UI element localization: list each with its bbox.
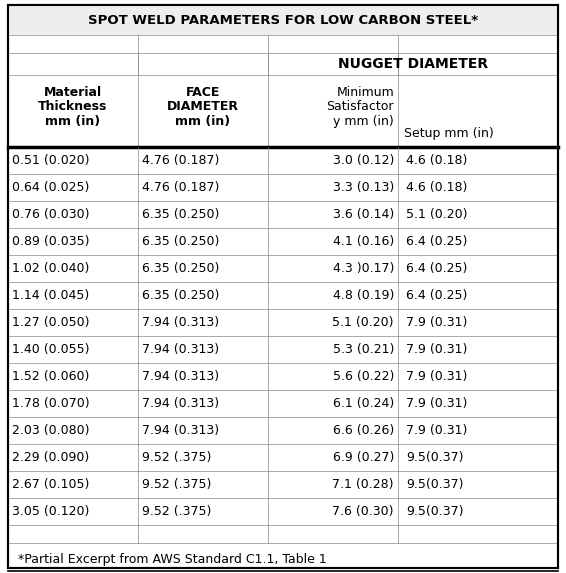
Text: 6.1 (0.24): 6.1 (0.24) — [333, 397, 394, 410]
Text: FACE
DIAMETER
mm (in): FACE DIAMETER mm (in) — [167, 85, 239, 128]
Text: 7.94 (0.313): 7.94 (0.313) — [142, 316, 219, 329]
Text: 1.14 (0.045): 1.14 (0.045) — [12, 289, 89, 302]
Text: 7.94 (0.313): 7.94 (0.313) — [142, 370, 219, 383]
Text: 1.52 (0.060): 1.52 (0.060) — [12, 370, 89, 383]
Text: 4.6 (0.18): 4.6 (0.18) — [406, 181, 468, 194]
Text: 6.9 (0.27): 6.9 (0.27) — [333, 451, 394, 464]
Text: 7.6 (0.30): 7.6 (0.30) — [332, 505, 394, 518]
Text: 6.35 (0.250): 6.35 (0.250) — [142, 208, 220, 221]
Text: 6.4 (0.25): 6.4 (0.25) — [406, 235, 468, 248]
Text: 3.6 (0.14): 3.6 (0.14) — [333, 208, 394, 221]
Text: 1.27 (0.050): 1.27 (0.050) — [12, 316, 89, 329]
Text: Setup mm (in): Setup mm (in) — [404, 127, 494, 139]
Text: 7.94 (0.313): 7.94 (0.313) — [142, 397, 219, 410]
Text: 1.78 (0.070): 1.78 (0.070) — [12, 397, 89, 410]
Text: 6.4 (0.25): 6.4 (0.25) — [406, 262, 468, 275]
Text: 6.6 (0.26): 6.6 (0.26) — [333, 424, 394, 437]
Text: 7.9 (0.31): 7.9 (0.31) — [406, 316, 468, 329]
Text: 9.5(0.37): 9.5(0.37) — [406, 478, 464, 491]
Text: 2.67 (0.105): 2.67 (0.105) — [12, 478, 89, 491]
Text: 6.35 (0.250): 6.35 (0.250) — [142, 235, 220, 248]
Text: 9.5(0.37): 9.5(0.37) — [406, 505, 464, 518]
Text: 4.6 (0.18): 4.6 (0.18) — [406, 154, 468, 167]
Text: 7.9 (0.31): 7.9 (0.31) — [406, 370, 468, 383]
Text: *Partial Excerpt from AWS Standard C1.1, Table 1: *Partial Excerpt from AWS Standard C1.1,… — [18, 552, 327, 566]
Text: 3.3 (0.13): 3.3 (0.13) — [333, 181, 394, 194]
Text: 5.1 (0.20): 5.1 (0.20) — [332, 316, 394, 329]
Text: 7.94 (0.313): 7.94 (0.313) — [142, 424, 219, 437]
Text: 9.52 (.375): 9.52 (.375) — [142, 478, 211, 491]
Text: 7.9 (0.31): 7.9 (0.31) — [406, 343, 468, 356]
Text: 3.0 (0.12): 3.0 (0.12) — [333, 154, 394, 167]
Text: 6.4 (0.25): 6.4 (0.25) — [406, 289, 468, 302]
Text: 7.94 (0.313): 7.94 (0.313) — [142, 343, 219, 356]
Text: 1.40 (0.055): 1.40 (0.055) — [12, 343, 89, 356]
Text: 2.03 (0.080): 2.03 (0.080) — [12, 424, 89, 437]
Text: 9.52 (.375): 9.52 (.375) — [142, 451, 211, 464]
Text: 7.9 (0.31): 7.9 (0.31) — [406, 397, 468, 410]
Text: 5.3 (0.21): 5.3 (0.21) — [333, 343, 394, 356]
Text: Material
Thickness
mm (in): Material Thickness mm (in) — [38, 85, 108, 128]
Text: Minimum
Satisfactor
y mm (in): Minimum Satisfactor y mm (in) — [327, 85, 394, 128]
Text: 2.29 (0.090): 2.29 (0.090) — [12, 451, 89, 464]
Text: 3.05 (0.120): 3.05 (0.120) — [12, 505, 89, 518]
Text: 6.35 (0.250): 6.35 (0.250) — [142, 262, 220, 275]
Text: 9.52 (.375): 9.52 (.375) — [142, 505, 211, 518]
Text: NUGGET DIAMETER: NUGGET DIAMETER — [338, 57, 488, 71]
Text: 0.89 (0.035): 0.89 (0.035) — [12, 235, 89, 248]
Text: 0.76 (0.030): 0.76 (0.030) — [12, 208, 89, 221]
Text: 1.02 (0.040): 1.02 (0.040) — [12, 262, 89, 275]
Text: 7.1 (0.28): 7.1 (0.28) — [332, 478, 394, 491]
Text: 5.6 (0.22): 5.6 (0.22) — [333, 370, 394, 383]
Text: 4.76 (0.187): 4.76 (0.187) — [142, 154, 220, 167]
Text: 4.3 )0.17): 4.3 )0.17) — [333, 262, 394, 275]
Bar — [8, 5, 558, 35]
Text: 0.51 (0.020): 0.51 (0.020) — [12, 154, 89, 167]
Text: 4.76 (0.187): 4.76 (0.187) — [142, 181, 220, 194]
Text: 4.8 (0.19): 4.8 (0.19) — [333, 289, 394, 302]
Text: 6.35 (0.250): 6.35 (0.250) — [142, 289, 220, 302]
Text: SPOT WELD PARAMETERS FOR LOW CARBON STEEL*: SPOT WELD PARAMETERS FOR LOW CARBON STEE… — [88, 14, 478, 26]
Text: 4.1 (0.16): 4.1 (0.16) — [333, 235, 394, 248]
Text: 5.1 (0.20): 5.1 (0.20) — [406, 208, 468, 221]
Text: 7.9 (0.31): 7.9 (0.31) — [406, 424, 468, 437]
Text: 9.5(0.37): 9.5(0.37) — [406, 451, 464, 464]
Text: 0.64 (0.025): 0.64 (0.025) — [12, 181, 89, 194]
